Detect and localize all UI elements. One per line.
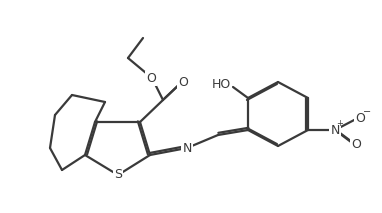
Text: N: N bbox=[330, 124, 340, 137]
Text: S: S bbox=[114, 168, 122, 181]
Text: O: O bbox=[178, 75, 188, 88]
Text: HO: HO bbox=[211, 78, 231, 91]
Text: +: + bbox=[337, 118, 343, 128]
Text: O: O bbox=[146, 72, 156, 85]
Text: O: O bbox=[355, 111, 365, 125]
Text: −: − bbox=[363, 107, 371, 117]
Text: N: N bbox=[182, 141, 192, 154]
Text: O: O bbox=[351, 138, 361, 151]
